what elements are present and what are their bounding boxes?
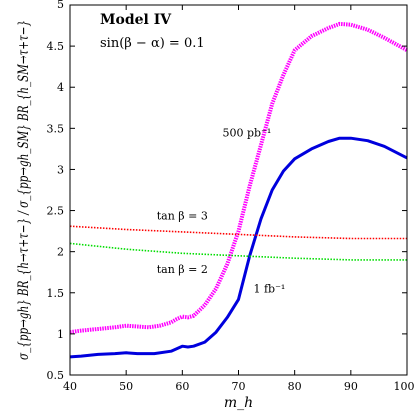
y-tick-label: 5	[57, 0, 64, 11]
labels-layer: Model IV sin(β − α) = 0.1 m_h σ_{pp→gh} BR_…	[16, 12, 285, 411]
y-tick-label: 2.5	[47, 205, 65, 218]
y-tick-label: 3.5	[47, 122, 65, 135]
x-axis-label: m_h	[224, 395, 253, 411]
x-tick-label: 60	[175, 380, 189, 393]
series-line-3	[69, 242, 407, 261]
y-tick-label: 4	[57, 81, 64, 94]
series-line-2	[69, 225, 407, 240]
annotation-1: 1 fb⁻¹	[253, 283, 285, 296]
chart-subtitle: sin(β − α) = 0.1	[100, 36, 205, 51]
series-line-1	[69, 136, 408, 359]
x-tick-label: 90	[344, 380, 358, 393]
y-axis-label: σ_{pp→gh} BR_{h→τ+τ−} / σ_{pp→gh_SM} BR_…	[16, 20, 32, 360]
x-tick-label: 70	[232, 380, 246, 393]
y-tick-label: 1	[57, 328, 64, 341]
series-layer	[69, 21, 408, 359]
annotation-0: 500 pb⁻¹	[223, 126, 272, 139]
x-tick-label: 40	[63, 380, 77, 393]
x-tick-label: 50	[119, 380, 133, 393]
ticks-layer: 40 50 60 70 80 90 100 0.5 1 1.5 2 2.5 3 3.5 4 4.5 5	[47, 0, 415, 393]
annotation-2: tan β = 3	[157, 209, 208, 222]
y-tick-label: 1.5	[47, 287, 65, 300]
chart-title: Model IV	[100, 12, 172, 28]
x-tick-label: 100	[394, 380, 415, 393]
y-tick-label: 0.5	[47, 369, 65, 382]
series-line-0	[69, 21, 408, 335]
annotation-3: tan β = 2	[157, 263, 208, 276]
x-tick-label: 80	[288, 380, 302, 393]
y-tick-label: 3	[57, 163, 64, 176]
y-tick-label: 4.5	[47, 40, 65, 53]
y-tick-label: 2	[57, 246, 64, 259]
plot-frame	[69, 4, 408, 376]
